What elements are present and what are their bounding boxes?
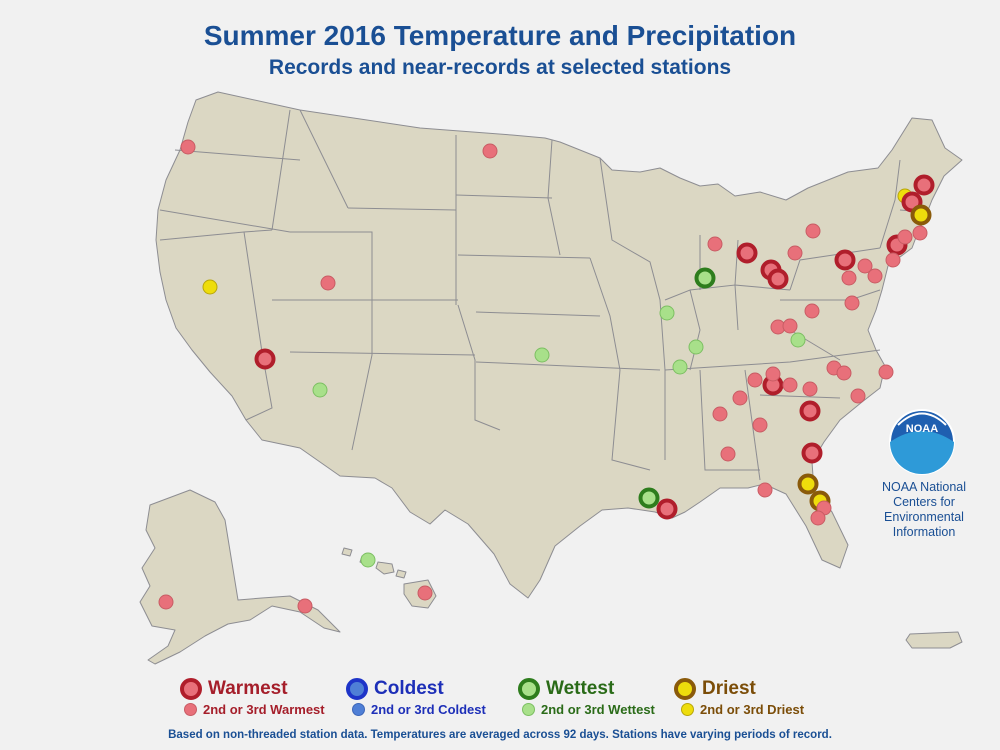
warm23-station-marker [417, 585, 433, 601]
warm23-station-marker [297, 598, 313, 614]
driest-station-marker [797, 473, 819, 495]
alaska [139, 489, 341, 665]
legend-dry23-label: 2nd or 3rd Driest [700, 702, 805, 717]
wet23-swatch [522, 703, 535, 716]
station-markers [158, 139, 935, 614]
wet23-station-marker [534, 347, 550, 363]
legend-coldest: Coldest [346, 678, 444, 700]
wet23-station-marker [312, 382, 328, 398]
noaa-caption-line: NOAA National [881, 480, 967, 494]
noaa-logo: NOAA [889, 409, 955, 475]
legend-wet23-label: 2nd or 3rd Wettest [541, 702, 655, 717]
warm23-station-marker [805, 223, 821, 239]
warm23-station-marker [747, 372, 763, 388]
cold23-swatch [352, 703, 365, 716]
warm23-station-marker [841, 270, 857, 286]
warm23-station-marker [836, 365, 852, 381]
warmest-station-marker [767, 268, 789, 290]
legend-wettest-label: Wettest [546, 678, 615, 699]
warm23-station-marker [782, 377, 798, 393]
noaa-caption-line: Information [892, 525, 956, 539]
wet23-station-marker [659, 305, 675, 321]
warm23-station-marker [720, 446, 736, 462]
legend-driest: Driest [674, 678, 756, 700]
warm23-station-marker [850, 388, 866, 404]
noaa-caption: NOAA National Centers for Environmental … [866, 480, 982, 540]
wettest-swatch [518, 678, 540, 700]
warmest-station-marker [254, 348, 276, 370]
warm23-station-marker [320, 275, 336, 291]
warm23-station-marker [810, 510, 826, 526]
warm23-station-marker [787, 245, 803, 261]
driest-station-marker [910, 204, 932, 226]
legend-wettest: Wettest [518, 678, 614, 700]
coldest-swatch [346, 678, 368, 700]
warmest-station-marker [736, 242, 758, 264]
warmest-station-marker [801, 442, 823, 464]
warm23-station-marker [765, 366, 781, 382]
warmest-station-marker [913, 174, 935, 196]
conus-landmass [155, 91, 963, 599]
warm23-station-marker [712, 406, 728, 422]
noaa-caption-line: Environmental [884, 510, 964, 524]
legend-warm23-label: 2nd or 3rd Warmest [203, 702, 325, 717]
legend-warmest: Warmest [180, 678, 288, 700]
map-subtitle: Records and near-records at selected sta… [268, 56, 732, 79]
warmest-swatch [180, 678, 202, 700]
contiguous-us-outline [155, 91, 963, 599]
legend-dry23: 2nd or 3rd Driest [681, 702, 804, 717]
legend-cold23: 2nd or 3rd Coldest [352, 702, 486, 717]
wet23-station-marker [790, 332, 806, 348]
legend-wet23: 2nd or 3rd Wettest [522, 702, 655, 717]
legend-driest-label: Driest [702, 678, 756, 699]
map-title: Summer 2016 Temperature and Precipitatio… [203, 20, 797, 51]
legend-warm23: 2nd or 3rd Warmest [184, 702, 325, 717]
warmest-station-marker [799, 400, 821, 422]
warm23-station-marker [867, 268, 883, 284]
warm23-station-marker [782, 318, 798, 334]
wet23-station-marker [672, 359, 688, 375]
warm23-station-marker [844, 295, 860, 311]
dry23-station-marker [202, 279, 218, 295]
warm23-station-marker [897, 229, 913, 245]
noaa-caption-line: Centers for [893, 495, 955, 509]
warm23-station-marker [482, 143, 498, 159]
legend-coldest-label: Coldest [374, 678, 444, 699]
warm23-station-marker [802, 381, 818, 397]
warmest-station-marker [834, 249, 856, 271]
warm23-station-marker [878, 364, 894, 380]
warmest-station-marker [656, 498, 678, 520]
warm23-swatch [184, 703, 197, 716]
warm23-station-marker [885, 252, 901, 268]
wet23-station-marker [688, 339, 704, 355]
wettest-station-marker [694, 267, 716, 289]
warm23-station-marker [180, 139, 196, 155]
legend-cold23-label: 2nd or 3rd Coldest [371, 702, 486, 717]
warm23-station-marker [752, 417, 768, 433]
warm23-station-marker [912, 225, 928, 241]
warm23-station-marker [804, 303, 820, 319]
driest-swatch [674, 678, 696, 700]
warm23-station-marker [707, 236, 723, 252]
wettest-station-marker [638, 487, 660, 509]
warm23-station-marker [732, 390, 748, 406]
warm23-station-marker [757, 482, 773, 498]
puerto-rico [905, 631, 963, 649]
dry23-swatch [681, 703, 694, 716]
warm23-station-marker [158, 594, 174, 610]
footnote: Based on non-threaded station data. Temp… [168, 729, 832, 741]
warm23-station-marker [857, 258, 873, 274]
noaa-logo-text: NOAA [906, 423, 938, 435]
wet23-station-marker [360, 552, 376, 568]
legend-warmest-label: Warmest [208, 678, 288, 699]
